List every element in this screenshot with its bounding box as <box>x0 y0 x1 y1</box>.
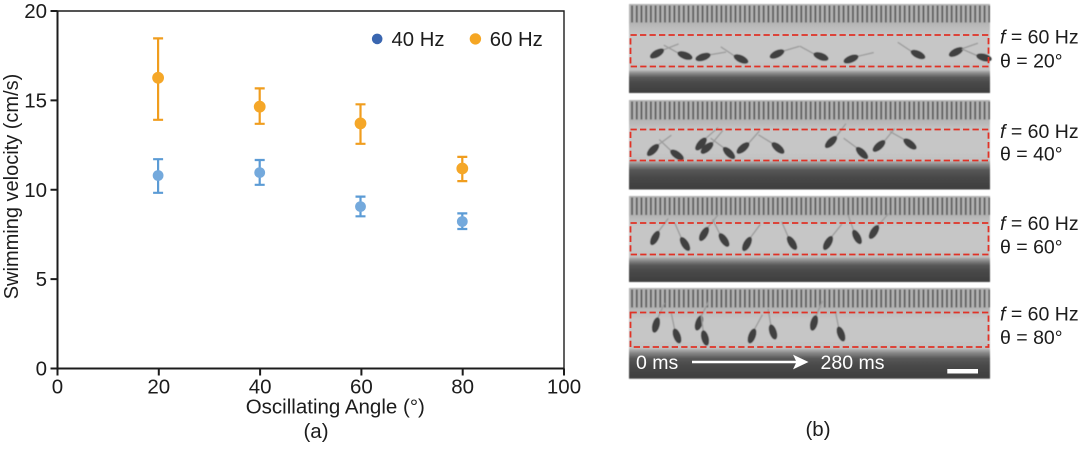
svg-text:f = 60 Hz: f = 60 Hz <box>1000 121 1079 143</box>
svg-text:f = 60 Hz: f = 60 Hz <box>1000 304 1079 326</box>
svg-text:(a): (a) <box>303 420 328 443</box>
svg-text:0: 0 <box>52 375 63 398</box>
svg-text:60: 60 <box>350 375 373 398</box>
svg-text:θ = 60°: θ = 60° <box>1000 237 1063 259</box>
svg-text:Swimming velocity (cm/s): Swimming velocity (cm/s) <box>1 74 23 300</box>
svg-text:80: 80 <box>451 375 474 398</box>
svg-text:10: 10 <box>24 179 47 202</box>
svg-text:280 ms: 280 ms <box>821 352 885 374</box>
svg-text:0: 0 <box>36 358 47 381</box>
svg-text:40 Hz: 40 Hz <box>392 29 445 51</box>
svg-text:20: 20 <box>147 375 170 398</box>
svg-text:20: 20 <box>24 0 47 23</box>
svg-text:f = 60 Hz: f = 60 Hz <box>1000 213 1079 235</box>
svg-text:15: 15 <box>24 89 47 112</box>
svg-text:Oscillating Angle (°): Oscillating Angle (°) <box>246 396 425 419</box>
svg-text:θ = 20°: θ = 20° <box>1000 51 1063 73</box>
svg-text:100: 100 <box>547 375 581 398</box>
svg-text:40: 40 <box>249 375 272 398</box>
svg-text:0 ms: 0 ms <box>636 352 679 374</box>
svg-text:θ = 40°: θ = 40° <box>1000 144 1063 166</box>
svg-text:f = 60 Hz: f = 60 Hz <box>1000 27 1079 49</box>
svg-text:5: 5 <box>36 268 47 291</box>
svg-text:(b): (b) <box>805 418 830 441</box>
svg-text:θ = 80°: θ = 80° <box>1000 327 1063 349</box>
svg-text:60 Hz: 60 Hz <box>490 29 543 51</box>
